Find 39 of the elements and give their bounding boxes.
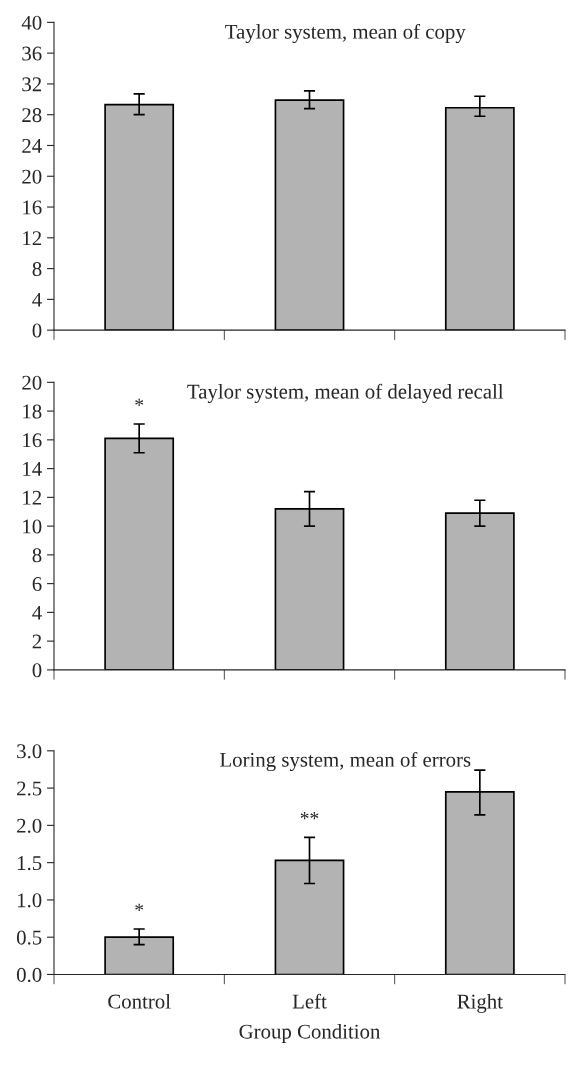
chart-title: Loring system, mean of errors [220, 751, 471, 772]
y-tick-label: 14 [23, 462, 42, 476]
y-tick-label: 12 [23, 490, 42, 505]
y-tick-label: 28 [22, 108, 42, 123]
y-tick-label: 18 [23, 404, 42, 419]
x-tick-label: Control [108, 993, 171, 1009]
y-tick-label: 16 [23, 200, 42, 215]
y-tick-label: 16 [23, 433, 42, 448]
y-tick-label: 8 [32, 261, 42, 277]
y-tick-label: 32 [22, 77, 42, 92]
y-tick-label: 0 [32, 323, 42, 338]
annotation: * [135, 398, 144, 406]
y-tick-label: 12 [23, 231, 42, 246]
y-tick-label: 20 [22, 375, 42, 390]
y-tick-label: 1.5 [17, 856, 42, 871]
annotation: * [135, 903, 144, 911]
y-tick-label: 6 [32, 577, 42, 592]
x-tick-label: Left [292, 993, 327, 1009]
x-tick-label: Right [457, 993, 503, 1013]
y-tick-label: 36 [22, 46, 42, 61]
y-tick-label: 3.0 [17, 744, 42, 759]
y-tick-label: 1.0 [17, 893, 42, 908]
y-tick-label: 20 [22, 169, 42, 184]
chart-title: Taylor system, mean of delayed recall [187, 383, 504, 403]
chart-title: Taylor system, mean of copy [225, 23, 466, 44]
y-tick-label: 2.5 [17, 781, 42, 796]
x-axis-title: Group Condition [239, 1023, 381, 1043]
annotation: ** [300, 812, 319, 820]
y-tick-label: 8 [32, 548, 42, 563]
y-tick-label: 4 [32, 292, 42, 307]
y-tick-label: 4 [32, 605, 42, 620]
y-tick-label: 0.0 [16, 967, 42, 982]
y-tick-label: 2.0 [17, 818, 42, 833]
y-tick-label: 10 [23, 519, 42, 534]
y-tick-label: 0.5 [16, 930, 42, 945]
y-tick-label: 2 [32, 634, 42, 649]
y-tick-label: 0 [32, 663, 42, 678]
y-tick-label: 40 [21, 15, 42, 30]
y-tick-label: 24 [22, 138, 42, 153]
